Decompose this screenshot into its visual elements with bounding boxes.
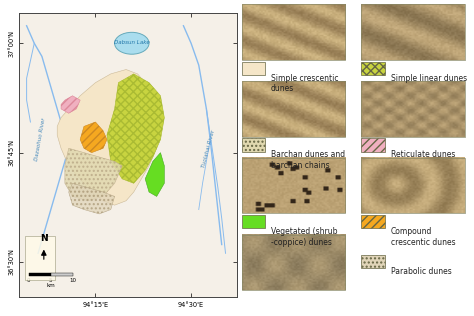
Bar [242,138,265,152]
Bar [28,272,51,276]
Polygon shape [57,70,161,205]
Polygon shape [65,148,122,201]
Bar [242,215,265,228]
Bar [242,81,345,137]
Bar [242,4,345,60]
Text: Dabsun Lake: Dabsun Lake [114,40,150,45]
Text: Compound
crescentic dunes: Compound crescentic dunes [391,227,456,246]
Text: Dazaohuo River: Dazaohuo River [34,118,46,161]
Polygon shape [145,153,164,197]
Text: Simple linear dunes: Simple linear dunes [391,74,467,82]
Text: N: N [40,234,47,243]
Bar [242,235,345,290]
Polygon shape [80,122,107,153]
Bar [51,272,73,276]
Text: Simple crescentic
dunes: Simple crescentic dunes [271,74,338,93]
Text: 0: 0 [27,278,30,283]
Text: 10: 10 [69,278,76,283]
Text: 5: 5 [49,278,52,283]
Bar [361,81,465,137]
Polygon shape [69,183,115,214]
Text: Parabolic dunes: Parabolic dunes [391,267,451,276]
Bar [361,215,385,228]
Text: N: N [40,234,47,243]
Text: km: km [46,283,55,288]
Ellipse shape [115,32,149,54]
Polygon shape [61,96,80,113]
Bar [361,62,385,75]
Bar [25,236,55,280]
Text: Reticulate dunes: Reticulate dunes [391,150,455,159]
Text: Vegetated (shrub
-coppice) dunes: Vegetated (shrub -coppice) dunes [271,227,337,246]
Bar [361,158,465,213]
Text: Tuolahai River: Tuolahai River [201,129,216,168]
Bar [361,255,385,268]
Polygon shape [107,74,164,183]
Bar [242,62,265,75]
Bar [361,138,385,152]
Bar [242,158,345,213]
Text: Barchan dunes and
barchan chains: Barchan dunes and barchan chains [271,150,345,170]
Bar [361,4,465,60]
